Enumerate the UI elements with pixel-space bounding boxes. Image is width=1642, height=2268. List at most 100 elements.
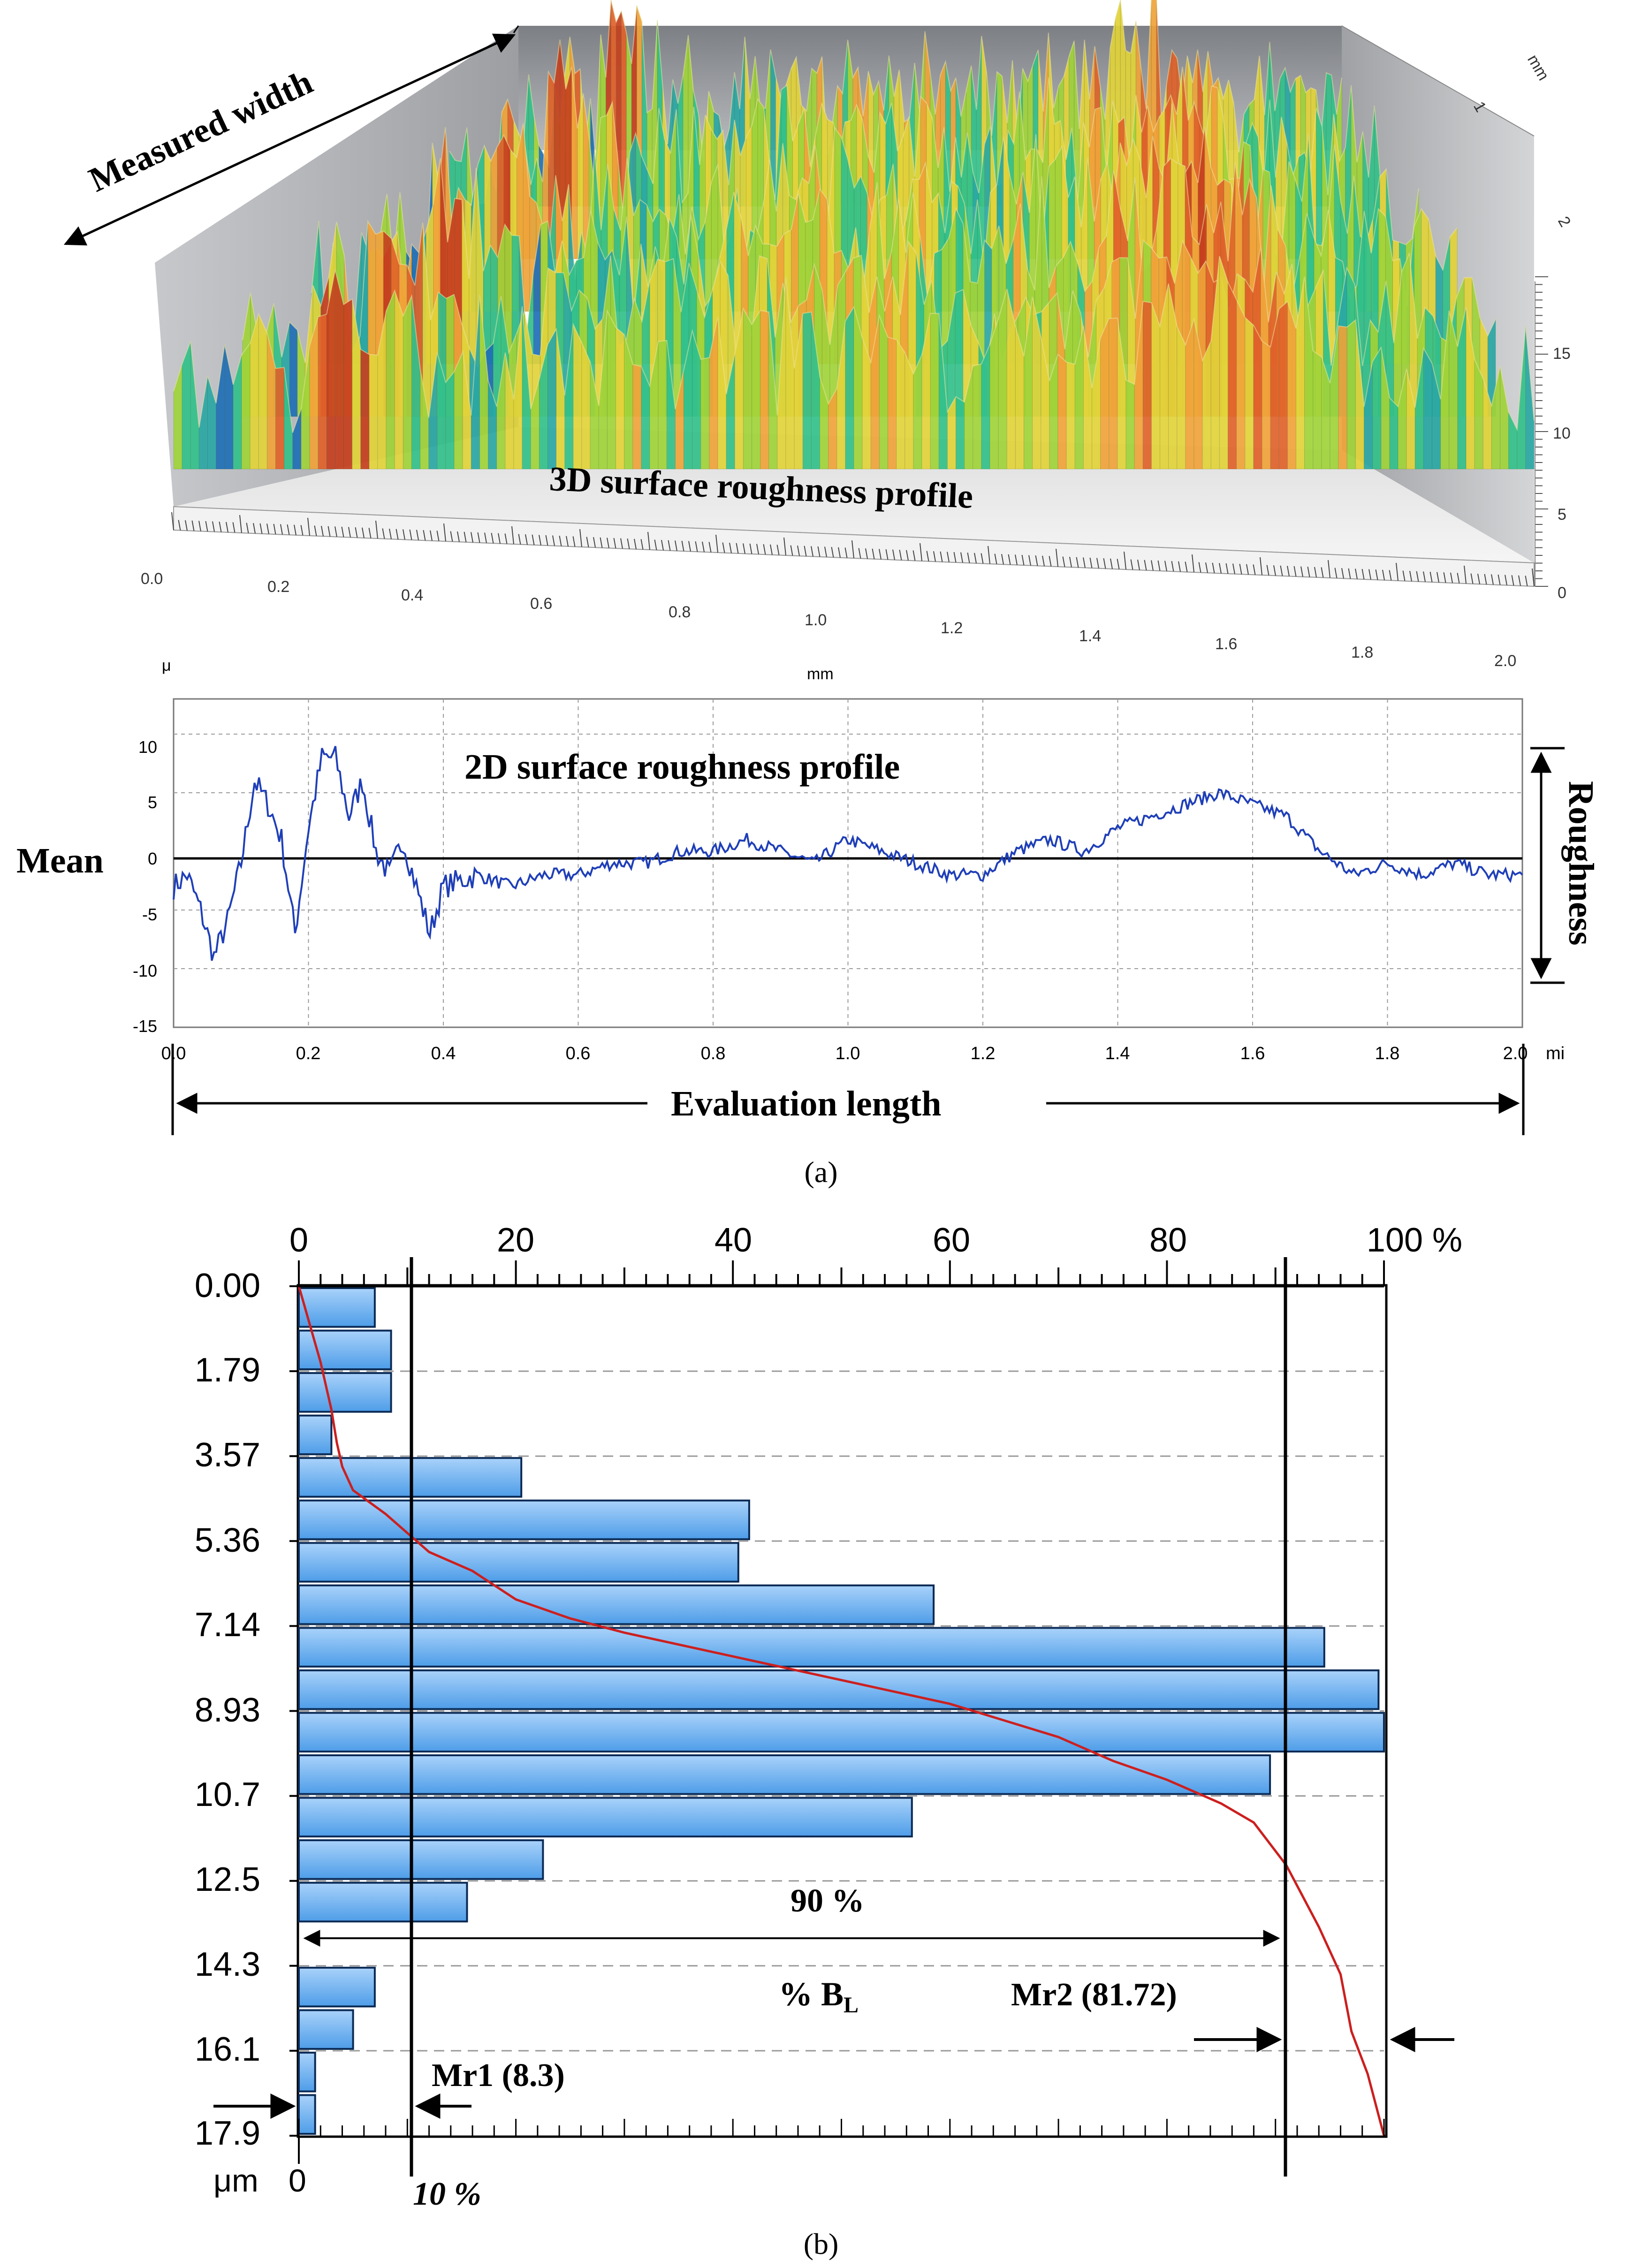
histogram-bar	[298, 1414, 333, 1456]
surface-facet	[956, 396, 965, 470]
3d-ruler-tick	[661, 540, 664, 551]
mr1-label: Mr1 (8.3)	[432, 2057, 565, 2094]
3d-ruler-tick	[1484, 574, 1487, 584]
histogram-bar	[298, 1669, 1380, 1710]
3d-ruler-tick	[545, 535, 548, 546]
3d-ruler-tick	[722, 542, 725, 553]
measured-width-arrow	[63, 33, 516, 246]
3d-ruler-tick	[191, 520, 195, 531]
3d-ruler-tick	[1110, 558, 1113, 569]
3d-ruler-tick	[375, 520, 378, 539]
surface-facet	[1066, 362, 1075, 470]
2d-y-tick: -10	[133, 961, 157, 980]
surface-facet	[289, 321, 298, 417]
3d-ruler-tick	[1273, 565, 1276, 576]
2d-y-tick: -5	[142, 905, 157, 924]
panel-a-label: (a)	[804, 1155, 837, 1189]
panel-b-label: (b)	[804, 2227, 839, 2260]
b-y-tick: 14.3	[195, 1946, 260, 1983]
3d-ruler-tick	[532, 534, 535, 545]
2d-gridlines	[174, 699, 1522, 1027]
3d-ruler-tick	[912, 550, 916, 561]
b-x-tick: 0	[289, 1221, 308, 1259]
3d-ruler-tick	[423, 530, 426, 541]
3d-x-tick: 1.4	[1079, 627, 1101, 645]
surface-facet	[1219, 256, 1228, 470]
histogram-bar	[298, 1966, 376, 2008]
3d-ruler-tick	[1457, 573, 1460, 584]
3d-ruler-tick	[539, 535, 541, 546]
surface-facet	[360, 349, 370, 470]
b-y-tick: 3.57	[195, 1436, 260, 1474]
surface-facet	[1253, 325, 1262, 470]
histogram-bar	[298, 1754, 1271, 1795]
3d-ruler-tick	[1260, 557, 1262, 576]
3d-ruler-tick	[1355, 569, 1358, 579]
b-zero-label: 0	[289, 2163, 306, 2199]
3d-ruler-tick	[1341, 568, 1344, 579]
3d-ruler-tick	[259, 523, 263, 534]
surface-facet	[981, 344, 990, 470]
2d-x-tick: 1.2	[971, 1044, 996, 1063]
3d-ruler-tick	[899, 550, 902, 561]
3d-ruler-tick	[471, 532, 473, 543]
3d-x-tick: 0.4	[401, 586, 423, 604]
surface-facet	[760, 310, 769, 470]
3d-ruler-tick	[797, 546, 800, 556]
surface-facet	[616, 326, 625, 470]
3d-x-tick: 0.8	[669, 603, 691, 621]
surface-facet	[700, 357, 710, 470]
3d-ruler-tick	[688, 541, 691, 552]
2d-x-tick: 0.8	[701, 1044, 726, 1063]
surface-facet	[1202, 341, 1211, 470]
bl-label-text: % B	[779, 1975, 844, 2013]
3d-ruler-tick	[491, 533, 494, 544]
b-x-tick: 40	[715, 1221, 752, 1259]
3d-y-tick: 2	[1554, 213, 1574, 230]
surface-facet	[573, 324, 582, 470]
b-y-unit: μm	[213, 2163, 258, 2199]
2d-y-tick: 0	[148, 849, 157, 868]
b-x-tick: 80	[1149, 1221, 1187, 1259]
b-y-tick: 8.93	[195, 1692, 260, 1729]
3d-ruler-tick	[981, 553, 984, 564]
roughness-label: Roughness	[1561, 781, 1601, 946]
3d-ruler-tick	[1307, 567, 1310, 577]
3d-ruler-tick	[403, 529, 405, 540]
3d-ruler-tick	[790, 545, 793, 556]
2d-x-tick: 1.6	[1240, 1044, 1265, 1063]
surface-facet	[1125, 379, 1135, 470]
3d-ruler-tick	[1334, 568, 1338, 578]
3d-ruler-tick	[1498, 574, 1501, 585]
2d-x-tick: 0.6	[566, 1044, 591, 1063]
b-y-tick: 0.00	[195, 1267, 260, 1305]
3d-ruler-tick	[838, 547, 841, 558]
3d-ruler-tick	[1015, 554, 1018, 565]
b-x-tick: 20	[497, 1221, 534, 1259]
3d-ruler-tick	[1076, 557, 1079, 568]
3d-ruler-tick	[953, 552, 957, 563]
3d-ruler-tick	[749, 543, 753, 554]
surface-facet	[1228, 282, 1237, 470]
surface-facet	[1423, 347, 1432, 470]
3d-ruler-tick	[430, 530, 433, 541]
3d-ruler-tick	[681, 540, 684, 552]
surface-facet	[879, 315, 888, 470]
3d-ruler-tick	[865, 548, 868, 559]
3d-ruler-tick	[640, 539, 644, 550]
3d-z-tick: 10	[1553, 425, 1571, 442]
3d-ruler-tick	[321, 526, 324, 537]
3d-x-tick: 1.2	[941, 619, 963, 637]
3d-ruler-tick	[654, 539, 657, 550]
2d-y-tick: 10	[138, 737, 157, 757]
3d-ruler-tick	[1396, 562, 1399, 581]
3d-ruler-tick	[1368, 569, 1371, 580]
3d-ruler-tick	[1375, 569, 1378, 580]
3d-ruler-tick	[1178, 561, 1181, 572]
3d-x-tick: 1.6	[1215, 635, 1237, 653]
2d-y-tick: -15	[133, 1016, 157, 1036]
surface-facet	[930, 313, 939, 470]
3d-ruler-tick	[1532, 568, 1535, 587]
3d-ruler-tick	[1212, 562, 1215, 573]
